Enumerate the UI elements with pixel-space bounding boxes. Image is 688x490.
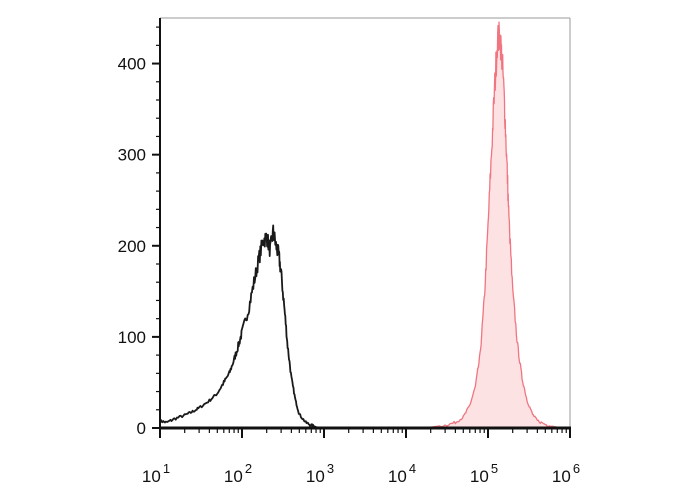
y-tick-label: 400 bbox=[118, 55, 146, 74]
series-0-line bbox=[159, 224, 325, 429]
x-tick-label: 10 4 bbox=[388, 461, 416, 486]
x-tick-label: 10 1 bbox=[142, 461, 170, 486]
y-tick-label: 200 bbox=[118, 237, 146, 256]
x-tick-label: 10 3 bbox=[306, 461, 334, 486]
series-1-area bbox=[412, 22, 570, 428]
series-1-line bbox=[412, 21, 571, 429]
y-tick-label: 100 bbox=[118, 328, 146, 347]
x-tick-label: 10 6 bbox=[552, 461, 580, 486]
y-tick-label: 0 bbox=[137, 419, 146, 438]
y-tick-label: 300 bbox=[118, 146, 146, 165]
x-tick-label: 10 5 bbox=[470, 461, 498, 486]
x-tick-label: 10 2 bbox=[224, 461, 252, 486]
